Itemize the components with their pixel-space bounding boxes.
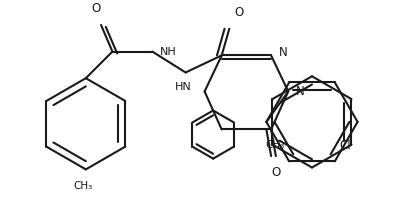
Text: CH₃: CH₃ — [265, 140, 284, 150]
Text: O: O — [271, 166, 281, 179]
Text: CH₃: CH₃ — [73, 181, 93, 191]
Text: O: O — [234, 6, 243, 19]
Text: N: N — [296, 85, 305, 98]
Text: NH: NH — [160, 47, 177, 57]
Text: O: O — [92, 2, 101, 15]
Text: HN: HN — [175, 82, 192, 92]
Text: N: N — [279, 46, 288, 59]
Text: Cl: Cl — [340, 139, 351, 152]
